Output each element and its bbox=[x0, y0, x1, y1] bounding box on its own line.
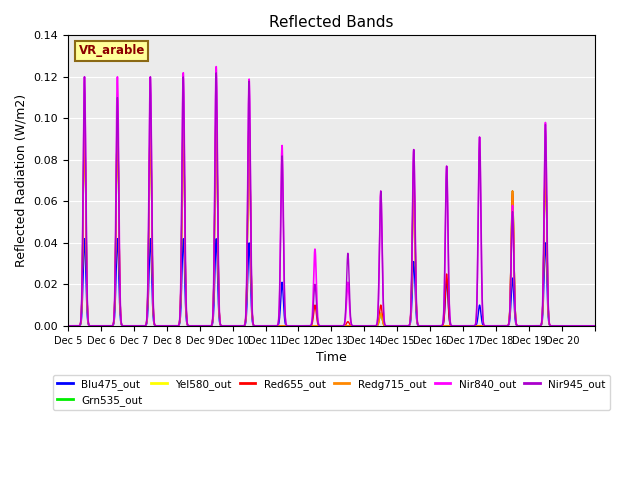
Legend: Blu475_out, Grn535_out, Yel580_out, Red655_out, Redg715_out, Nir840_out, Nir945_: Blu475_out, Grn535_out, Yel580_out, Red6… bbox=[53, 374, 610, 410]
Yel580_out bbox=[296, 323, 304, 329]
Line: Nir945_out: Nir945_out bbox=[68, 73, 595, 326]
Grn535_out bbox=[212, 105, 220, 111]
Nir945_out bbox=[64, 323, 72, 329]
Blu475_out bbox=[445, 316, 453, 322]
Grn535_out bbox=[445, 323, 453, 329]
Red655_out bbox=[64, 323, 72, 329]
Nir840_out bbox=[64, 323, 72, 329]
Blu475_out bbox=[591, 323, 598, 329]
Redg715_out bbox=[212, 105, 220, 111]
Nir840_out bbox=[445, 300, 453, 306]
Yel580_out bbox=[64, 323, 72, 329]
Blu475_out bbox=[64, 323, 72, 329]
Nir840_out bbox=[172, 323, 180, 329]
Redg715_out bbox=[445, 323, 453, 329]
Redg715_out bbox=[479, 323, 487, 329]
Red655_out bbox=[399, 323, 406, 329]
Red655_out bbox=[479, 323, 486, 329]
Redg715_out bbox=[172, 323, 180, 329]
Nir945_out bbox=[511, 285, 518, 290]
Yel580_out bbox=[479, 323, 487, 329]
Blu475_out bbox=[479, 322, 486, 328]
Grn535_out bbox=[399, 323, 407, 329]
Grn535_out bbox=[591, 323, 598, 329]
Grn535_out bbox=[64, 323, 72, 329]
Red655_out bbox=[585, 323, 593, 329]
Redg715_out bbox=[586, 323, 593, 329]
Yel580_out bbox=[399, 323, 407, 329]
Line: Nir840_out: Nir840_out bbox=[68, 67, 595, 326]
Blu475_out bbox=[399, 323, 406, 329]
Line: Blu475_out: Blu475_out bbox=[68, 239, 595, 326]
Redg715_out bbox=[591, 323, 598, 329]
Nir840_out bbox=[585, 323, 593, 329]
Red655_out bbox=[511, 278, 518, 284]
Line: Redg715_out: Redg715_out bbox=[68, 108, 595, 326]
Y-axis label: Reflected Radiation (W/m2): Reflected Radiation (W/m2) bbox=[15, 94, 28, 267]
Redg715_out bbox=[64, 323, 72, 329]
Yel580_out bbox=[511, 286, 518, 291]
Nir945_out bbox=[445, 300, 453, 306]
Line: Yel580_out: Yel580_out bbox=[68, 108, 595, 326]
Redg715_out bbox=[399, 323, 407, 329]
Red655_out bbox=[212, 105, 220, 111]
Blu475_out bbox=[172, 323, 180, 329]
Line: Red655_out: Red655_out bbox=[68, 108, 595, 326]
Red655_out bbox=[445, 315, 453, 321]
Nir840_out bbox=[212, 64, 220, 70]
Blu475_out bbox=[81, 236, 88, 241]
Text: VR_arable: VR_arable bbox=[79, 44, 145, 57]
Nir945_out bbox=[585, 323, 593, 329]
Nir945_out bbox=[591, 323, 598, 329]
Nir945_out bbox=[212, 70, 220, 76]
Nir945_out bbox=[172, 323, 180, 329]
Nir945_out bbox=[479, 314, 486, 320]
Blu475_out bbox=[585, 323, 593, 329]
Grn535_out bbox=[511, 286, 518, 291]
Yel580_out bbox=[172, 323, 180, 329]
Nir840_out bbox=[511, 283, 518, 288]
Grn535_out bbox=[479, 323, 487, 329]
Redg715_out bbox=[511, 286, 518, 291]
Red655_out bbox=[172, 323, 180, 329]
Redg715_out bbox=[296, 323, 304, 329]
X-axis label: Time: Time bbox=[316, 351, 347, 364]
Grn535_out bbox=[296, 323, 304, 329]
Nir840_out bbox=[399, 323, 406, 329]
Red655_out bbox=[591, 323, 598, 329]
Nir945_out bbox=[399, 323, 406, 329]
Title: Reflected Bands: Reflected Bands bbox=[269, 15, 394, 30]
Blu475_out bbox=[511, 307, 518, 313]
Nir840_out bbox=[479, 314, 486, 320]
Grn535_out bbox=[172, 323, 180, 329]
Yel580_out bbox=[445, 323, 453, 329]
Yel580_out bbox=[591, 323, 598, 329]
Line: Grn535_out: Grn535_out bbox=[68, 108, 595, 326]
Nir840_out bbox=[591, 323, 598, 329]
Yel580_out bbox=[212, 105, 220, 111]
Grn535_out bbox=[586, 323, 593, 329]
Yel580_out bbox=[586, 323, 593, 329]
